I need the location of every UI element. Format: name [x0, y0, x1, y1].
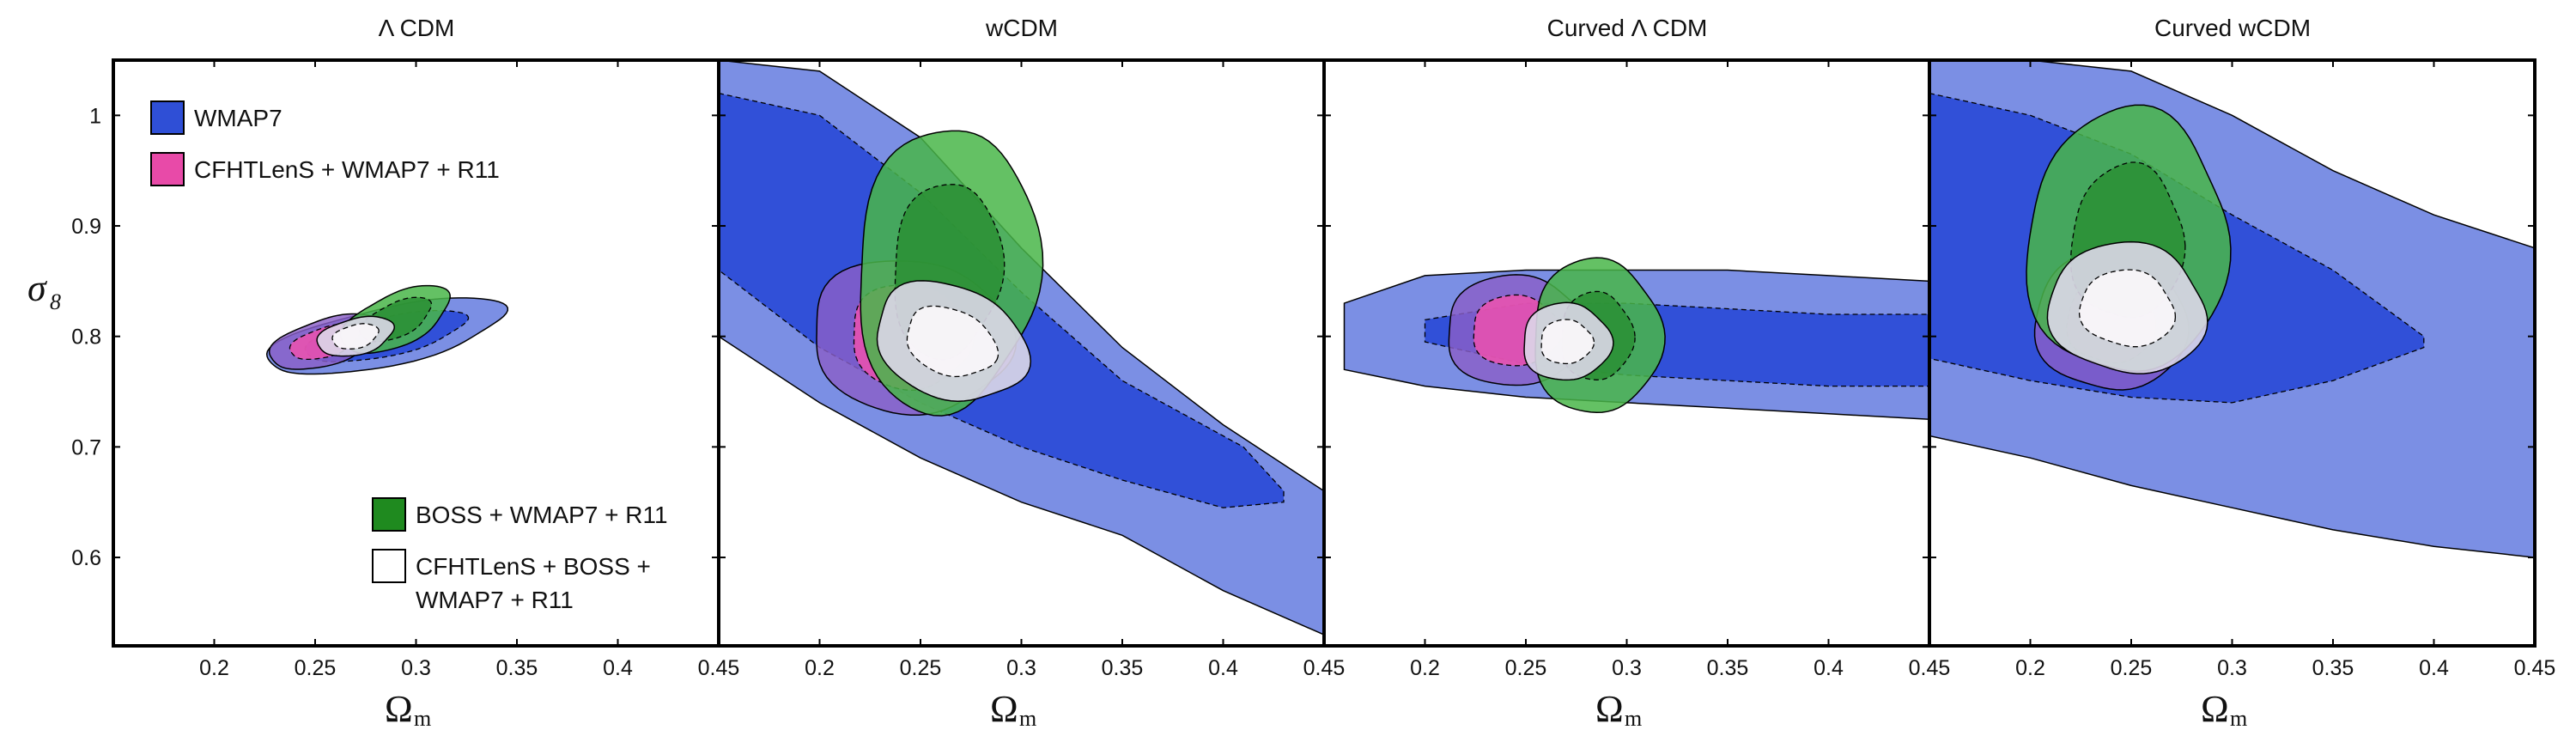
x-tick-label: 0.2 — [199, 656, 229, 680]
legend-label-boss: BOSS + WMAP7 + R11 — [416, 502, 668, 528]
x-tick-label: 0.3 — [1006, 656, 1036, 680]
legend-label-cfhtlens: CFHTLenS + WMAP7 + R11 — [194, 156, 500, 183]
x-tick-label: 0.4 — [1208, 656, 1238, 680]
x-axis-label-sub: m — [414, 706, 431, 730]
legend-swatch-wmap7 — [150, 100, 185, 135]
legend-swatch-boss — [372, 497, 406, 532]
legend: WMAP7 CFHTLenS + WMAP7 + R11 BOSS + WMAP… — [150, 100, 668, 613]
x-tick-label: 0.2 — [1410, 656, 1440, 680]
x-tick-label: 0.35 — [2312, 656, 2354, 680]
x-tick-label: 0.45 — [1303, 656, 1346, 680]
x-axis-label-wcdm: Ω m — [990, 688, 1036, 730]
y-axis-label: σ 8 — [27, 267, 61, 314]
x-axis-label-curved-lcdm: Ω m — [1595, 688, 1642, 730]
x-tick-label: 0.25 — [2111, 656, 2153, 680]
x-tick-label: 0.25 — [900, 656, 942, 680]
x-tick-label: 0.2 — [805, 656, 835, 680]
x-tick-label: 0.2 — [2015, 656, 2045, 680]
x-tick-label: 0.25 — [295, 656, 337, 680]
legend-swatch-combined — [372, 549, 406, 583]
y-tick-label: 1 — [89, 104, 101, 128]
panel-lcdm: 0.2 0.25 0.3 0.35 0.4 0.45 0.6 0.7 0.8 0.9 1 — [71, 58, 740, 680]
legend-label-combined-line1: CFHTLenS + BOSS + — [416, 553, 651, 580]
y-tick-label: 0.9 — [71, 215, 101, 239]
x-tick-label: 0.35 — [496, 656, 538, 680]
legend-label-wmap7: WMAP7 — [194, 105, 283, 131]
combined-inner-contour — [906, 305, 999, 378]
y-tick-label: 0.6 — [71, 546, 101, 570]
panel-title-wcdm: wCDM — [985, 15, 1058, 41]
panel-title-curved-lcdm: Curved Λ CDM — [1547, 15, 1708, 41]
panel-title-curved-wcdm: Curved wCDM — [2154, 15, 2311, 41]
panel-curved-lcdm: 0.2 0.25 0.3 0.35 0.4 0.45 — [1322, 58, 1951, 680]
x-axis-label-curved-wcdm: Ω m — [2201, 688, 2247, 730]
panel-curved-wcdm: 0.2 0.25 0.3 0.35 0.4 0.45 — [1928, 58, 2556, 680]
x-tick-label: 0.3 — [401, 656, 431, 680]
combined-inner-contour — [331, 323, 380, 350]
panel-title-lcdm: Λ CDM — [379, 15, 455, 41]
y-axis-label-sub: 8 — [50, 289, 61, 314]
x-tick-label: 0.4 — [2419, 656, 2449, 680]
x-tick-label: 0.3 — [1612, 656, 1642, 680]
legend-swatch-cfhtlens — [150, 152, 185, 186]
x-tick-label: 0.4 — [603, 656, 633, 680]
x-axis-label-main: Ω — [2201, 688, 2229, 730]
x-axis-label-main: Ω — [1595, 688, 1624, 730]
combined-inner-contour — [2078, 269, 2177, 348]
x-axis-label-sub: m — [1625, 706, 1642, 730]
x-tick-label: 0.45 — [1909, 656, 1951, 680]
y-axis-label-main: σ — [27, 267, 48, 309]
x-axis-label-main: Ω — [990, 688, 1018, 730]
x-axis-label-main: Ω — [385, 688, 413, 730]
combined-inner-contour — [1540, 319, 1595, 365]
x-axis-label-sub: m — [1019, 706, 1036, 730]
x-axis-label-lcdm: Ω m — [385, 688, 431, 730]
x-tick-label: 0.45 — [698, 656, 740, 680]
x-tick-label: 0.25 — [1505, 656, 1547, 680]
x-axis-label-sub: m — [2230, 706, 2247, 730]
legend-label-combined-line2: WMAP7 + R11 — [416, 587, 574, 613]
x-tick-label: 0.35 — [1707, 656, 1749, 680]
x-tick-label: 0.3 — [2217, 656, 2247, 680]
x-tick-label: 0.4 — [1814, 656, 1844, 680]
y-tick-label: 0.8 — [71, 325, 101, 350]
x-tick-label: 0.45 — [2514, 656, 2556, 680]
panel-wcdm: 0.2 0.25 0.3 0.35 0.4 0.45 — [717, 58, 1346, 680]
y-tick-label: 0.7 — [71, 435, 101, 459]
x-tick-label: 0.35 — [1102, 656, 1144, 680]
